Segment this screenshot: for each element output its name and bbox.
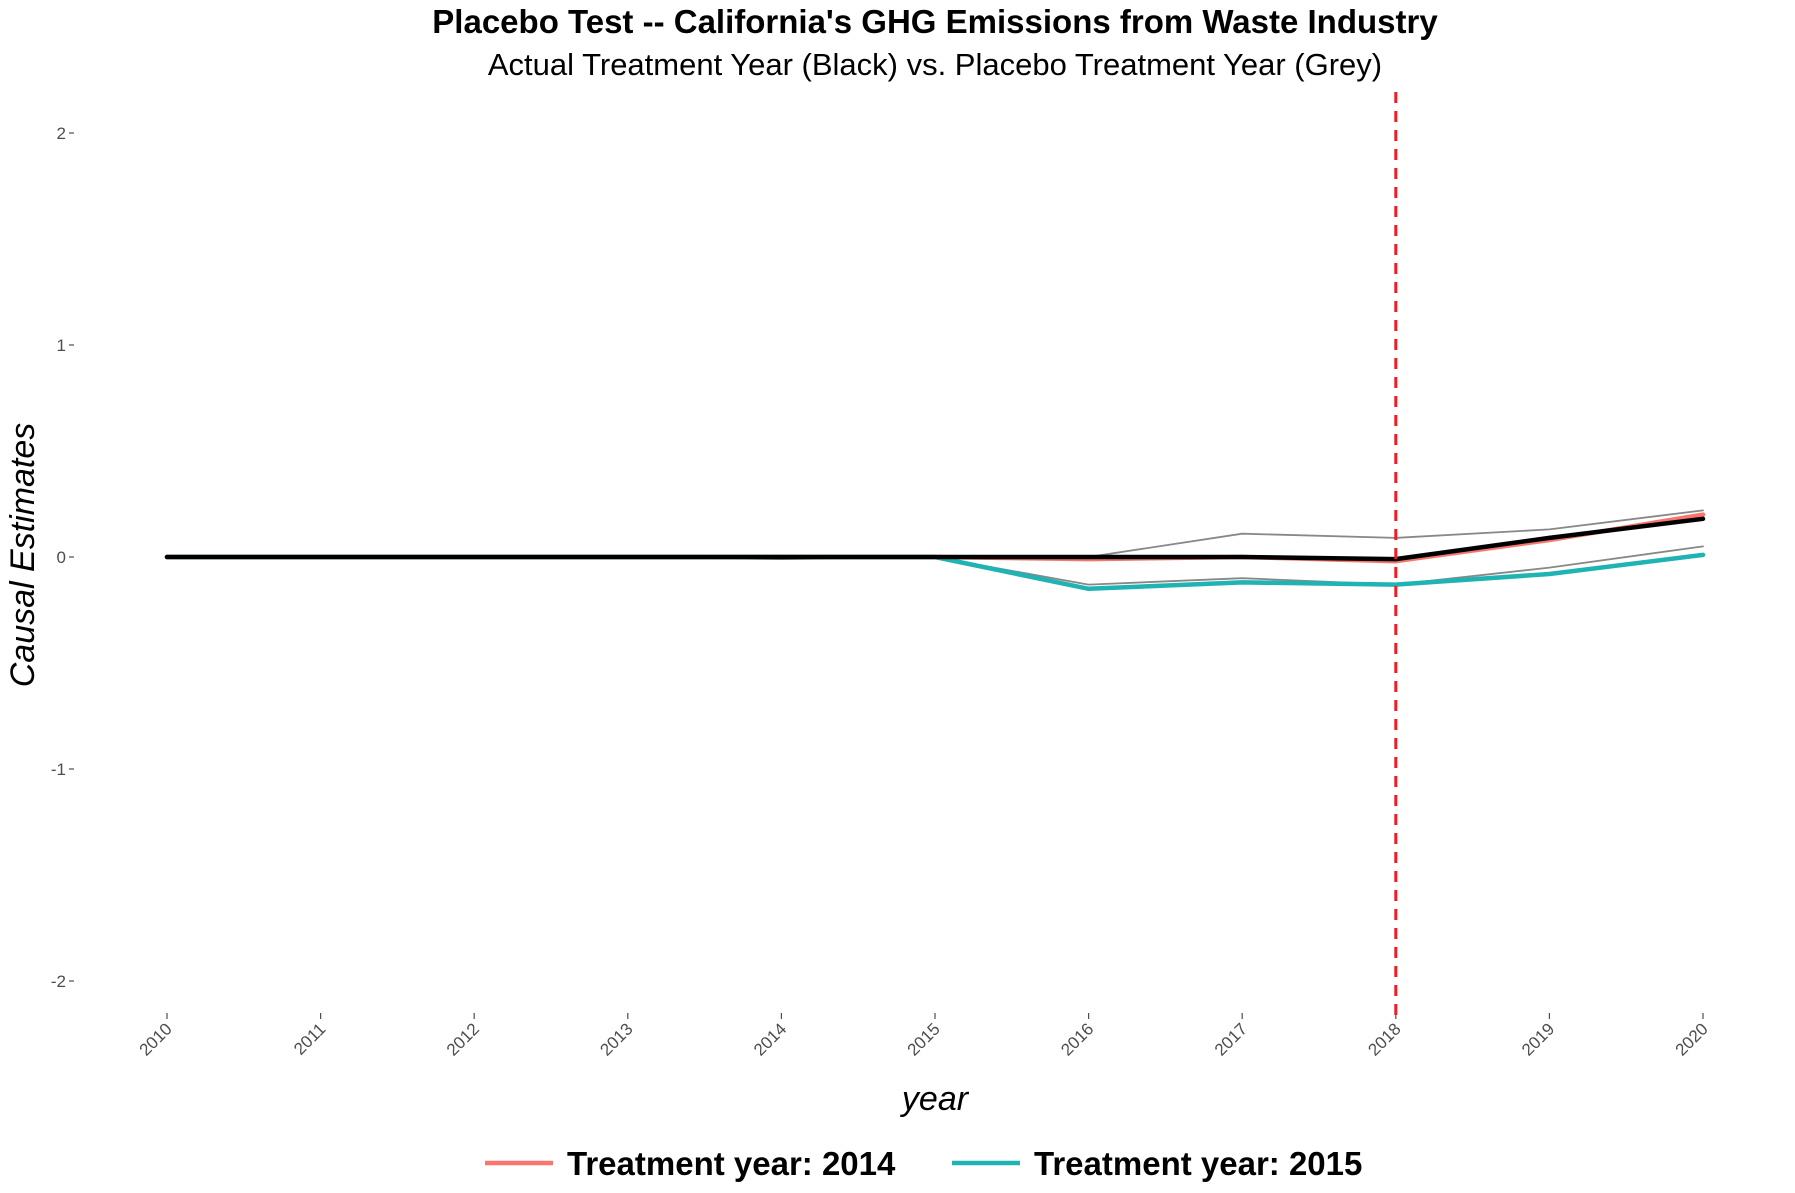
series-line-4 <box>164 516 1706 562</box>
chart-title: Placebo Test -- California's GHG Emissio… <box>432 3 1438 40</box>
series-line-2 <box>164 512 1706 564</box>
legend-label: Treatment year: 2015 <box>1034 1145 1362 1182</box>
y-tick-label: 0 <box>57 548 66 567</box>
x-tick-label: 2011 <box>290 1019 329 1058</box>
plot-area <box>164 92 1706 1022</box>
x-tick-label: 2019 <box>1518 1019 1558 1059</box>
x-axis: 2010 2011 2012 2013 2014 2015 2016 2017 2018 2019… <box>136 1013 1712 1060</box>
chart-subtitle: Actual Treatment Year (Black) vs. Placeb… <box>488 47 1382 82</box>
y-tick-label: 2 <box>57 124 66 143</box>
x-axis-title: year <box>900 1080 970 1118</box>
legend-label: Treatment year: 2014 <box>567 1145 896 1182</box>
x-tick-label: 2010 <box>136 1019 176 1059</box>
y-tick-label: -1 <box>51 760 66 779</box>
x-tick-label: 2018 <box>1364 1019 1404 1059</box>
legend: Treatment year: 2014 Treatment year: 2015 <box>485 1145 1362 1182</box>
x-tick-label: 2012 <box>443 1019 483 1059</box>
x-tick-label: 2016 <box>1057 1019 1097 1059</box>
x-tick-label: 2015 <box>904 1019 944 1059</box>
series-line-3 <box>164 552 1706 592</box>
y-axis: 2 1 0 -1 -2 <box>51 124 74 991</box>
x-tick-label: 2013 <box>596 1019 636 1059</box>
y-tick-label: -2 <box>51 972 66 991</box>
y-axis-title: Causal Estimates <box>4 423 42 688</box>
y-tick-label: 1 <box>57 336 66 355</box>
x-tick-label: 2017 <box>1211 1019 1251 1059</box>
x-tick-label: 2014 <box>750 1019 790 1059</box>
x-tick-label: 2020 <box>1672 1019 1712 1059</box>
